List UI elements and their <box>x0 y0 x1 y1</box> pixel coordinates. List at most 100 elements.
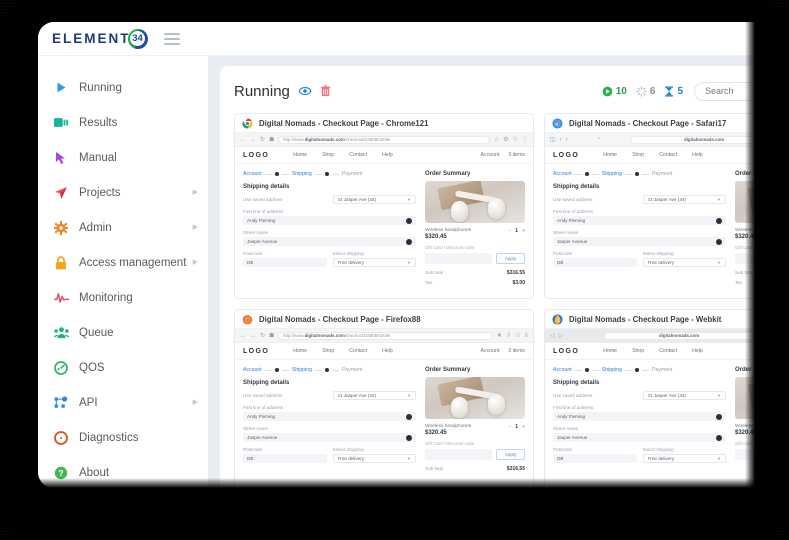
cart-link[interactable]: 3 items <box>508 348 525 354</box>
site-link-contact[interactable]: Contact <box>349 152 368 158</box>
back-icon[interactable]: ← <box>240 136 246 143</box>
step-account[interactable]: Account <box>243 367 262 373</box>
shipping-select[interactable]: Free delivery ▼ <box>332 258 416 267</box>
site-link-help[interactable]: Help <box>692 152 703 158</box>
first-line-input[interactable]: Andy Fleming <box>553 216 726 225</box>
shipping-select[interactable]: Free delivery ▼ <box>642 258 726 267</box>
street-input[interactable]: Jasper Avenue <box>243 237 416 246</box>
apply-button[interactable]: Apply <box>496 253 525 264</box>
site-link-shop[interactable]: Shop <box>322 348 335 354</box>
site-link-home[interactable]: Home <box>293 152 308 158</box>
download-icon[interactable]: ⇩ <box>506 332 512 339</box>
step-payment[interactable]: Payment <box>341 367 363 373</box>
apply-button[interactable]: Apply <box>496 449 525 460</box>
sidebar-toggle-icon[interactable]: ◫ <box>550 136 556 143</box>
decrement-button[interactable]: − <box>508 424 512 430</box>
search-field[interactable] <box>705 86 769 96</box>
increment-button[interactable]: + <box>522 228 525 234</box>
hamburger-icon[interactable] <box>163 32 180 45</box>
sidebar-item-projects[interactable]: Projects ▶ <box>38 175 208 210</box>
postcode-input[interactable]: DB <box>243 454 327 463</box>
eye-icon[interactable] <box>298 85 311 97</box>
postcode-input[interactable]: DB <box>243 258 327 267</box>
sidebar-item-qos[interactable]: QOS <box>38 350 208 385</box>
sidebar-item-diagnostics[interactable]: Diagnostics <box>38 420 208 455</box>
back-icon[interactable]: ← <box>240 332 246 339</box>
shipping-select[interactable]: Free delivery ▼ <box>642 454 726 463</box>
forward-icon[interactable]: → <box>250 136 256 143</box>
address-bar[interactable]: digitalnomads.com <box>630 135 781 144</box>
step-payment[interactable]: Payment <box>651 171 673 177</box>
sidebar-item-access-management[interactable]: Access management ▶ <box>38 245 208 280</box>
first-line-input[interactable]: Andy Fleming <box>243 216 416 225</box>
site-link-shop[interactable]: Shop <box>322 152 335 158</box>
text-size-icon[interactable]: ﹡ <box>595 136 602 143</box>
step-payment[interactable]: Payment <box>341 171 363 177</box>
home-icon[interactable]: ☗ <box>269 136 275 143</box>
bookmark-icon[interactable]: ☆ <box>493 136 500 143</box>
first-line-input[interactable]: Andy Fleming <box>553 412 726 421</box>
sidebar-item-results[interactable]: Results <box>38 105 208 140</box>
step-shipping[interactable]: Shipping <box>601 367 622 373</box>
address-bar[interactable]: digitalnomads.com <box>604 331 755 340</box>
menu-icon[interactable]: ⋮ <box>522 136 528 143</box>
saved-address-select[interactable]: 01 Jasper Ave (34) ▼ <box>642 195 726 204</box>
session-card[interactable]: Digital Nomads - Checkout Page - Webkit … <box>544 309 789 488</box>
quantity-stepper[interactable]: − 1 + <box>508 424 525 430</box>
site-link-help[interactable]: Help <box>382 348 393 354</box>
search-input[interactable] <box>694 81 780 101</box>
street-input[interactable]: Jasper Avenue <box>553 237 726 246</box>
sidebar-item-monitoring[interactable]: Monitoring <box>38 280 208 315</box>
account-icon[interactable]: ☉ <box>515 332 521 339</box>
step-account[interactable]: Account <box>553 367 572 373</box>
gift-card-input[interactable] <box>425 449 492 460</box>
street-input[interactable]: Jasper Avenue <box>553 433 726 442</box>
quantity-stepper[interactable]: − 1 + <box>508 228 525 234</box>
site-link-shop[interactable]: Shop <box>632 152 645 158</box>
saved-address-select[interactable]: 01 Jasper Ave (34) ▼ <box>332 195 416 204</box>
menu-icon[interactable]: ≡ <box>524 332 528 339</box>
gift-card-input[interactable] <box>735 449 789 460</box>
postcode-input[interactable]: DB <box>553 258 637 267</box>
step-account[interactable]: Account <box>553 171 572 177</box>
sidebar-item-admin[interactable]: Admin ▶ <box>38 210 208 245</box>
increment-button[interactable]: + <box>522 424 525 430</box>
forward-icon[interactable]: › <box>565 136 568 143</box>
sidebar-item-running[interactable]: Running <box>38 70 208 105</box>
profile-icon[interactable]: ☉ <box>512 136 518 143</box>
site-link-contact[interactable]: Contact <box>659 152 678 158</box>
street-input[interactable]: Jasper Avenue <box>243 433 416 442</box>
gift-card-input[interactable] <box>735 253 789 264</box>
address-bar[interactable]: http://www.digitalnomads.com/checkout/34… <box>278 331 493 340</box>
home-icon[interactable]: ☗ <box>269 332 275 339</box>
session-card[interactable]: Digital Nomads - Checkout Page - Safari1… <box>544 113 789 299</box>
decrement-button[interactable]: − <box>508 228 512 234</box>
stat-running[interactable]: 10 <box>602 86 627 97</box>
cart-link[interactable]: 3 items <box>508 152 525 158</box>
session-card[interactable]: Digital Nomads - Checkout Page - Chrome1… <box>234 113 534 299</box>
step-shipping[interactable]: Shipping <box>601 171 622 177</box>
account-menu[interactable]: Account <box>480 348 500 354</box>
back-icon[interactable]: ◁ <box>550 332 555 339</box>
site-link-contact[interactable]: Contact <box>349 348 368 354</box>
app-logo[interactable]: ELEMENT 34 <box>52 28 148 49</box>
site-link-home[interactable]: Home <box>293 348 308 354</box>
site-link-home[interactable]: Home <box>603 152 618 158</box>
step-account[interactable]: Account <box>243 171 262 177</box>
site-link-help[interactable]: Help <box>382 152 393 158</box>
forward-icon[interactable]: → <box>250 332 256 339</box>
shield-icon[interactable]: ★ <box>496 332 503 339</box>
gift-card-input[interactable] <box>425 253 492 264</box>
site-link-home[interactable]: Home <box>603 348 618 354</box>
saved-address-select[interactable]: 01 Jasper Ave (34) ▼ <box>642 391 726 400</box>
reload-icon[interactable]: ↻ <box>260 136 266 143</box>
sidebar-item-api[interactable]: API ▶ <box>38 385 208 420</box>
sidebar-item-about[interactable]: ? About <box>38 455 208 488</box>
first-line-input[interactable]: Andy Fleming <box>243 412 416 421</box>
shipping-select[interactable]: Free delivery ▼ <box>332 454 416 463</box>
site-link-contact[interactable]: Contact <box>659 348 678 354</box>
site-link-shop[interactable]: Shop <box>632 348 645 354</box>
site-link-help[interactable]: Help <box>692 348 703 354</box>
saved-address-select[interactable]: 01 Jasper Ave (34) ▼ <box>332 391 416 400</box>
sidebar-item-manual[interactable]: Manual <box>38 140 208 175</box>
